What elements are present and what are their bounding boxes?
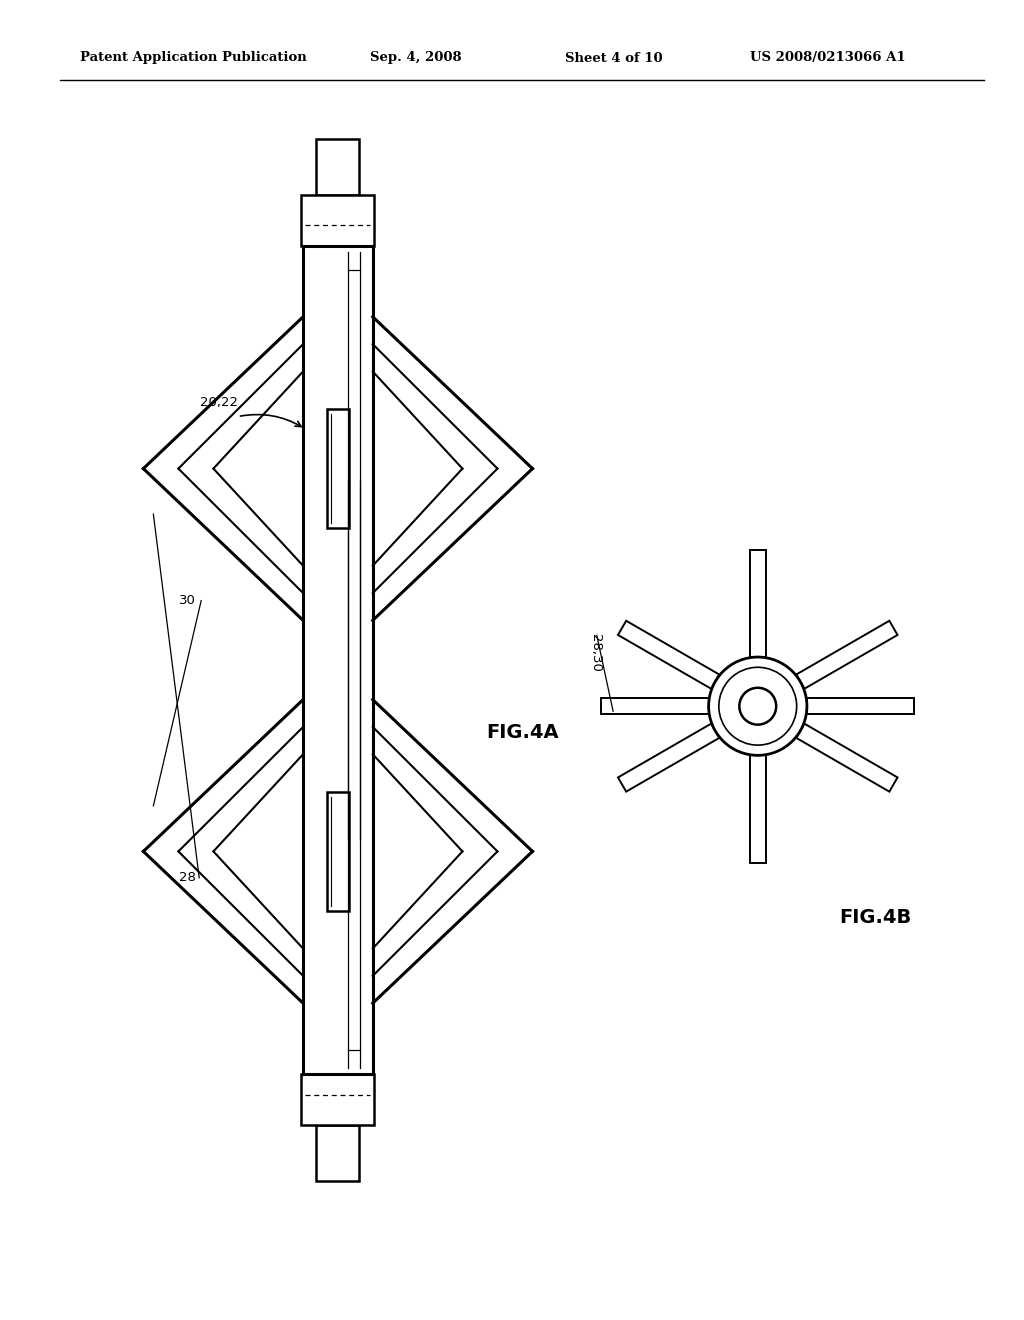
Polygon shape	[797, 723, 898, 792]
Polygon shape	[316, 1125, 359, 1181]
Text: US 2008/0213066 A1: US 2008/0213066 A1	[750, 51, 905, 65]
Polygon shape	[301, 195, 375, 246]
Circle shape	[719, 668, 797, 744]
Text: FIG.4A: FIG.4A	[486, 723, 559, 742]
Polygon shape	[327, 409, 349, 528]
Polygon shape	[301, 1074, 375, 1125]
Polygon shape	[617, 620, 719, 689]
Text: Patent Application Publication: Patent Application Publication	[80, 51, 307, 65]
Text: 28,30: 28,30	[589, 635, 602, 672]
Polygon shape	[807, 698, 914, 714]
Polygon shape	[750, 549, 766, 657]
Polygon shape	[750, 755, 766, 863]
Text: 28: 28	[179, 871, 196, 884]
Polygon shape	[601, 698, 709, 714]
Polygon shape	[303, 246, 373, 1074]
Text: 20,22: 20,22	[200, 396, 238, 409]
Polygon shape	[797, 620, 898, 689]
Polygon shape	[316, 139, 359, 195]
Text: 30: 30	[179, 594, 196, 607]
Circle shape	[709, 657, 807, 755]
Text: FIG.4B: FIG.4B	[840, 908, 912, 927]
Polygon shape	[617, 723, 719, 792]
Polygon shape	[327, 792, 349, 911]
Text: Sheet 4 of 10: Sheet 4 of 10	[565, 51, 663, 65]
Text: Sep. 4, 2008: Sep. 4, 2008	[370, 51, 462, 65]
Circle shape	[739, 688, 776, 725]
